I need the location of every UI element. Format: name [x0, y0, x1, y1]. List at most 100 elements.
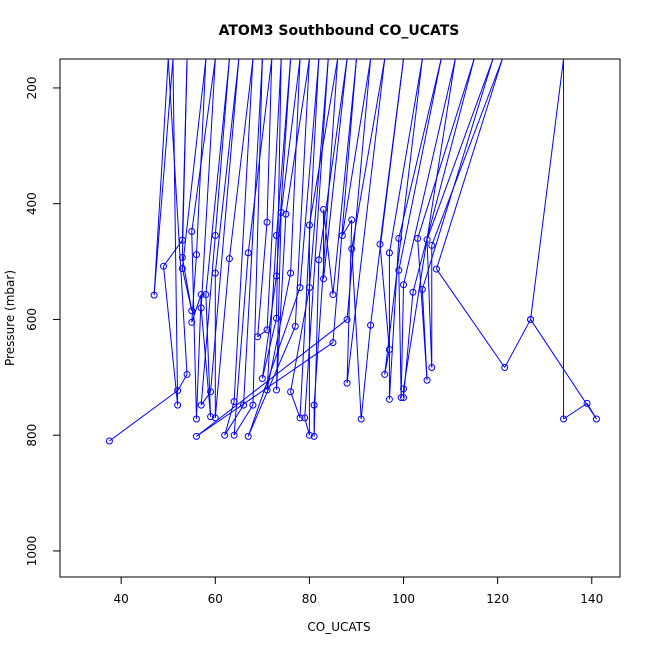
data-point	[272, 314, 280, 322]
data-point	[423, 236, 431, 244]
series-segment	[195, 294, 202, 420]
data-point	[197, 291, 205, 299]
data-point	[338, 232, 346, 240]
series-segment	[200, 307, 212, 417]
series-segment	[530, 58, 565, 320]
series-segment	[153, 58, 174, 296]
data-point	[348, 245, 356, 253]
series-segment	[398, 58, 442, 239]
series-segment	[257, 222, 268, 337]
series-segment	[308, 58, 339, 226]
data-point	[178, 254, 186, 262]
series-segment	[346, 219, 353, 384]
series-segment	[275, 212, 282, 391]
data-point	[287, 269, 295, 277]
data-point	[296, 414, 304, 422]
data-point	[560, 415, 568, 423]
data-point	[395, 266, 403, 274]
data-point	[197, 304, 205, 312]
y-tick-label-3: 800	[25, 424, 39, 447]
series-segment	[379, 58, 405, 245]
data-point	[423, 376, 431, 384]
series-segment	[504, 319, 532, 368]
data-point	[329, 291, 337, 299]
data-point	[188, 307, 196, 315]
series-segment	[351, 248, 362, 420]
data-point	[320, 275, 328, 283]
data-point	[305, 221, 313, 229]
data-point	[385, 395, 393, 403]
series-segment	[421, 289, 428, 381]
series-segment	[388, 58, 423, 253]
series-segment	[247, 287, 301, 437]
series-points	[105, 205, 600, 445]
series-segment	[200, 58, 216, 308]
series-segment	[195, 58, 207, 255]
data-point	[287, 388, 295, 396]
series-segment	[313, 259, 320, 437]
series-segment	[257, 329, 268, 338]
data-point	[192, 415, 200, 423]
series-segment	[403, 58, 456, 389]
series-segment	[304, 58, 329, 418]
data-point	[501, 363, 509, 371]
data-point	[343, 379, 351, 387]
data-point	[263, 218, 271, 226]
series-segment	[563, 402, 588, 420]
series-segment	[417, 58, 475, 239]
data-point	[105, 437, 113, 445]
data-point	[291, 322, 299, 330]
series-segment	[153, 58, 169, 296]
x-axis: 40 60 80 100 120 140	[114, 577, 603, 606]
data-point	[240, 401, 248, 409]
series-segment	[205, 58, 230, 295]
series-lines	[109, 58, 597, 442]
data-point	[414, 234, 422, 242]
series-segment	[266, 58, 282, 330]
series-segment	[530, 319, 597, 420]
plot-frame	[59, 58, 621, 578]
y-tick-label-4: 1000	[25, 536, 39, 567]
y-axis-label: Pressure (mbar)	[3, 270, 17, 366]
series-segment	[426, 58, 494, 240]
data-point	[207, 388, 215, 396]
series-segment	[275, 214, 287, 391]
y-tick-label-1: 400	[25, 192, 39, 215]
data-point	[258, 374, 266, 382]
data-point	[376, 240, 384, 248]
series-segment	[379, 244, 390, 350]
data-point	[527, 315, 535, 323]
series-segment	[290, 287, 310, 392]
data-point	[395, 234, 403, 242]
series-segment	[181, 58, 207, 269]
series-segment	[403, 292, 414, 398]
y-tick-label-0: 200	[25, 76, 39, 99]
series-segment	[196, 342, 334, 437]
data-point	[432, 265, 440, 273]
data-point	[400, 385, 408, 393]
series-segment	[167, 58, 188, 375]
series-segment	[426, 239, 433, 368]
data-point	[178, 265, 186, 273]
data-point	[418, 285, 426, 293]
x-tick-label-1: 60	[208, 592, 223, 606]
data-point	[207, 413, 215, 421]
y-tick-label-2: 600	[25, 308, 39, 331]
series-segment	[308, 58, 329, 288]
data-point	[310, 401, 318, 409]
series-segment	[412, 58, 475, 293]
data-point	[428, 363, 436, 371]
series-segment	[280, 58, 301, 213]
data-point	[277, 208, 285, 216]
series-segment	[224, 404, 244, 436]
series-segment	[214, 258, 230, 418]
series-segment	[436, 268, 506, 368]
series-segment	[266, 58, 273, 223]
series-segment	[196, 319, 348, 437]
data-point	[211, 269, 219, 277]
data-point	[178, 236, 186, 244]
data-point	[211, 414, 219, 422]
series-segment	[398, 58, 442, 271]
series-segment	[299, 58, 320, 288]
x-axis-label: CO_UCATS	[307, 620, 370, 634]
